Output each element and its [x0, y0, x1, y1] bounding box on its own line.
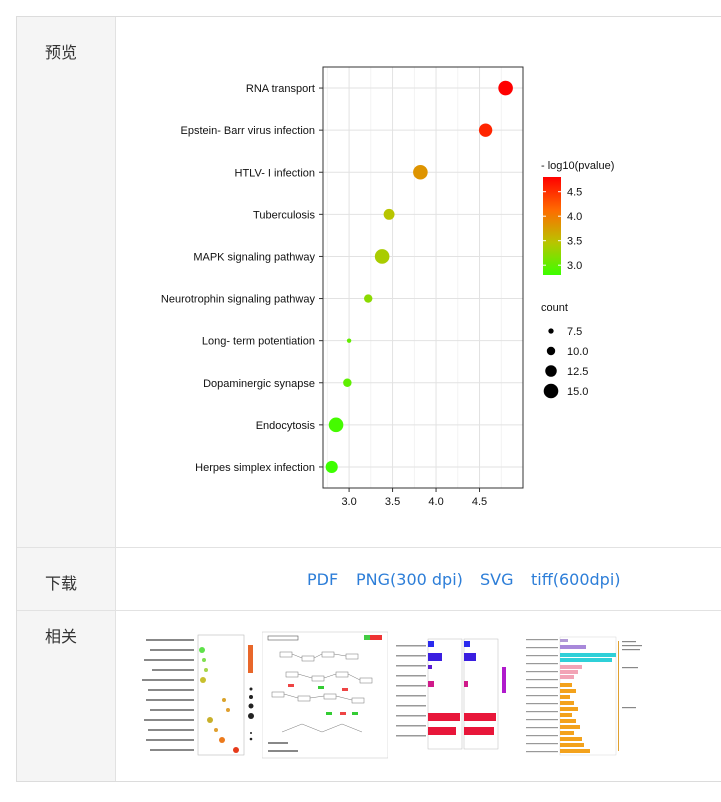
y-tick-label: HTLV- I infection	[235, 167, 316, 179]
size-legend-label: 10.0	[567, 346, 588, 358]
download-pdf-link[interactable]: PDF	[307, 570, 339, 589]
size-legend-key	[546, 346, 556, 356]
size-legend-title: count	[541, 302, 568, 314]
related-thumbnail-1[interactable]	[136, 627, 264, 763]
y-tick-label: Neurotrophin signaling pathway	[161, 294, 316, 306]
download-label-cell: 下载	[17, 548, 116, 610]
preview-row: 预览 RNA transport Epstein- Barr virus infe…	[17, 17, 721, 548]
data-point	[413, 164, 428, 180]
plot-panel	[322, 66, 524, 489]
data-point	[374, 249, 390, 264]
download-row: 下载 PDF PNG(300 dpi) SVG tiff(600dpi)	[17, 548, 721, 611]
x-tick-label: 3.0	[341, 496, 356, 508]
color-legend-label: 3.5	[567, 236, 582, 248]
y-tick-label: Long- term potentiation	[202, 336, 315, 348]
y-tick-label: RNA transport	[246, 83, 315, 95]
data-point	[498, 80, 513, 96]
data-point	[478, 123, 493, 137]
download-cell: PDF PNG(300 dpi) SVG tiff(600dpi)	[116, 548, 721, 610]
x-tick-label: 4.0	[428, 496, 443, 508]
color-legend-title: - log10(pvalue)	[541, 160, 614, 172]
y-tick-label: Herpes simplex infection	[195, 462, 315, 474]
related-cell	[116, 611, 721, 781]
x-tick-label: 3.5	[385, 496, 400, 508]
download-png-link[interactable]: PNG(300 dpi)	[356, 570, 463, 589]
related-thumbnail-2[interactable]	[262, 627, 388, 763]
preview-label: 预览	[45, 43, 78, 62]
color-legend-label: 3.0	[567, 260, 582, 272]
data-point	[383, 208, 395, 220]
related-label-cell: 相关	[17, 611, 116, 781]
preview-label-cell: 预览	[17, 17, 116, 547]
data-point	[325, 460, 338, 474]
download-label: 下载	[45, 574, 78, 593]
related-thumbnail-4[interactable]	[520, 627, 646, 763]
size-legend-key	[543, 383, 559, 399]
size-legend-label: 12.5	[567, 366, 588, 378]
data-point	[343, 378, 352, 387]
related-row: 相关	[17, 611, 721, 781]
y-tick-label: Dopaminergic synapse	[203, 378, 315, 390]
y-tick-label: MAPK signaling pathway	[193, 251, 315, 263]
figure-detail-table: 预览 RNA transport Epstein- Barr virus infe…	[16, 16, 721, 782]
y-tick-label: Epstein- Barr virus infection	[181, 125, 316, 137]
size-legend-label: 7.5	[567, 326, 582, 338]
color-legend-bar	[543, 177, 561, 275]
download-svg-link[interactable]: SVG	[480, 570, 514, 589]
x-tick-label: 4.5	[472, 496, 487, 508]
related-thumbnail-3[interactable]	[392, 627, 512, 763]
y-tick-label: Endocytosis	[256, 420, 316, 432]
related-label: 相关	[45, 627, 78, 646]
size-legend-label: 15.0	[567, 386, 588, 398]
data-point	[328, 417, 344, 433]
preview-cell: RNA transport Epstein- Barr virus infecti…	[116, 17, 721, 547]
download-tiff-link[interactable]: tiff(600dpi)	[531, 570, 621, 589]
data-point	[346, 338, 352, 343]
y-tick-label: Tuberculosis	[253, 209, 315, 221]
color-legend-label: 4.0	[567, 211, 582, 223]
size-legend-key	[548, 328, 554, 334]
plot-border	[322, 66, 524, 489]
bubble-chart: RNA transport Epstein- Barr virus infecti…	[161, 66, 614, 508]
data-point	[364, 294, 373, 303]
size-legend-key	[545, 365, 557, 377]
color-legend-label: 4.5	[567, 187, 582, 199]
